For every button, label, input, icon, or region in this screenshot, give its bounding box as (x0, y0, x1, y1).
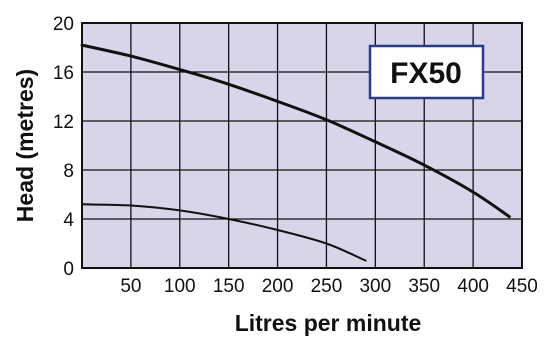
x-tick-label: 250 (311, 276, 343, 297)
x-axis-ticks: 50 100 150 200 250 300 350 400 450 (120, 276, 538, 297)
y-tick-label: 16 (53, 63, 74, 84)
x-tick-label: 400 (457, 276, 489, 297)
series-line (81, 203, 367, 262)
y-axis-ticks: 0 4 8 12 16 20 (53, 14, 75, 280)
x-tick-label: 50 (120, 276, 141, 297)
x-tick-label: 450 (506, 276, 538, 297)
y-tick-label: 8 (63, 161, 74, 182)
x-tick-label: 150 (213, 276, 245, 297)
model-annotation-box (368, 44, 485, 100)
model-annotation-label: FX50 (390, 57, 462, 90)
x-axis-title: Litres per minute (235, 310, 422, 336)
y-tick-label: 0 (63, 259, 74, 280)
x-tick-label: 350 (408, 276, 440, 297)
x-tick-label: 100 (164, 276, 196, 297)
grid (81, 22, 523, 269)
model-annotation: FX50 (368, 44, 485, 100)
plot-frame (81, 22, 523, 269)
y-axis-title: Head (metres) (12, 69, 38, 222)
series-line (80, 43, 511, 219)
y-tick-label: 20 (53, 14, 74, 35)
x-tick-label: 300 (359, 276, 391, 297)
y-tick-label: 4 (63, 210, 74, 231)
y-tick-label: 12 (53, 112, 74, 133)
series-lines (80, 43, 511, 262)
x-tick-label: 200 (262, 276, 294, 297)
